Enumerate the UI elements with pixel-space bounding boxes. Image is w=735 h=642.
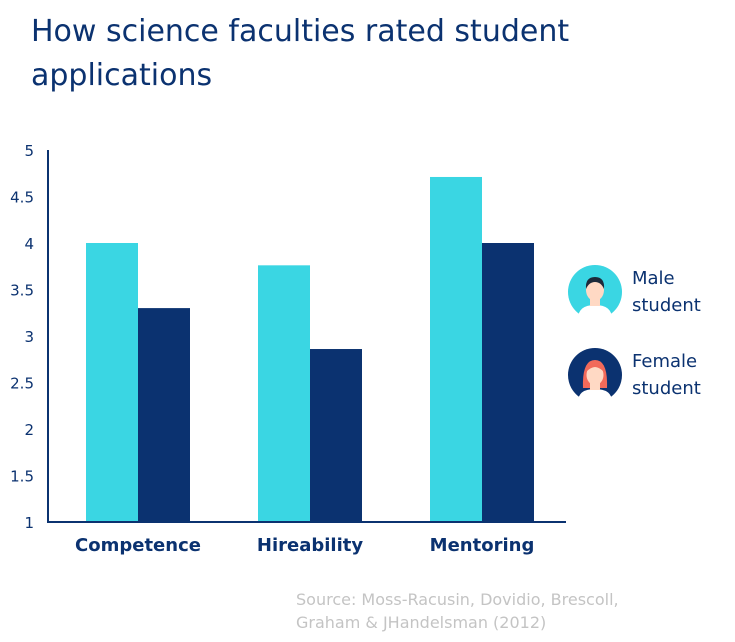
- y-tick-label: 2: [24, 421, 34, 439]
- male-avatar-icon: [568, 265, 622, 319]
- bar-male-mentoring: [430, 176, 482, 522]
- x-tick-label-competence: Competence: [75, 535, 201, 556]
- y-tick-label: 5: [24, 142, 34, 160]
- y-tick-label: 2.5: [10, 375, 34, 393]
- legend-label-male: Male student: [632, 268, 701, 316]
- y-tick-label: 3.5: [10, 282, 34, 300]
- bar-female-competence: [138, 308, 190, 522]
- bar-female-hireability: [310, 349, 362, 522]
- female-avatar-icon: [568, 348, 622, 402]
- source-note: Source: Moss-Racusin, Dovidio, Brescoll,…: [296, 590, 619, 632]
- legend-label-female: Female student: [632, 351, 701, 399]
- legend-item-female: Female student: [568, 348, 701, 402]
- y-tick-label: 1.5: [10, 468, 34, 486]
- x-tick-label-mentoring: Mentoring: [430, 535, 535, 556]
- bar-male-competence: [86, 243, 138, 522]
- y-tick-label: 1: [24, 514, 34, 532]
- x-tick-label-hireability: Hireability: [257, 535, 363, 556]
- y-tick-label: 4: [24, 235, 34, 253]
- y-tick-label: 3: [24, 328, 34, 346]
- chart-title: How science faculties rated student appl…: [31, 14, 570, 93]
- legend-item-male: Male student: [568, 265, 701, 319]
- y-tick-label: 4.5: [10, 189, 34, 207]
- bar-female-mentoring: [482, 243, 534, 522]
- bar-male-hireability: [258, 265, 310, 522]
